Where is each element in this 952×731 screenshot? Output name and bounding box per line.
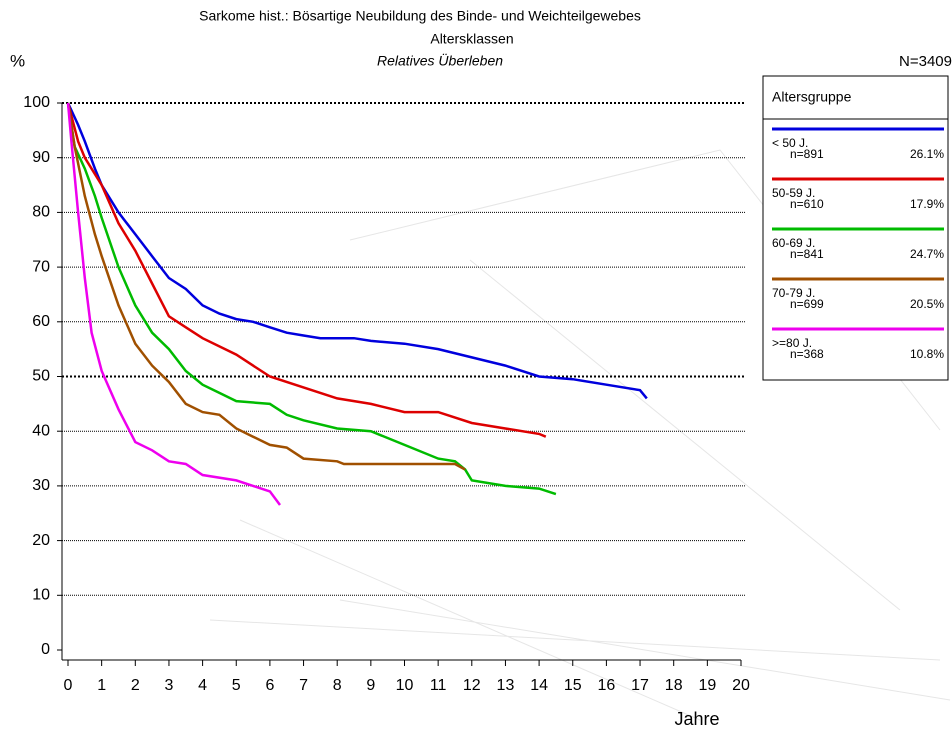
total-label: N=3409 <box>899 53 952 70</box>
y-tick-label: 80 <box>32 204 50 221</box>
survival-line <box>66 102 547 438</box>
legend-label: 50-59 J. <box>772 186 815 200</box>
legend-count: n=610 <box>790 197 824 211</box>
legend-label: < 50 J. <box>772 136 808 150</box>
x-tick-label: 17 <box>631 677 649 694</box>
x-tick-label: 2 <box>131 677 140 694</box>
chart-subtitle: Relatives Überleben <box>377 52 503 69</box>
y-tick-label: 60 <box>32 313 50 330</box>
legend-count: n=699 <box>790 297 824 311</box>
x-tick-label: 10 <box>396 677 414 694</box>
x-tick-label: 20 <box>732 677 750 694</box>
survival-line <box>66 102 282 506</box>
x-tick-label: 9 <box>366 677 375 694</box>
x-tick-label: 13 <box>497 677 515 694</box>
x-tick-label: 1 <box>97 677 106 694</box>
x-tick-label: 8 <box>333 677 342 694</box>
legend-label: 60-69 J. <box>772 236 815 250</box>
legend-title: Altersgruppe <box>772 89 852 105</box>
x-tick-label: 15 <box>564 677 582 694</box>
legend-label: 70-79 J. <box>772 286 815 300</box>
x-tick-label: 14 <box>530 677 548 694</box>
y-tick-label: 100 <box>23 94 50 111</box>
y-axis-label: % <box>10 51 25 70</box>
x-tick-label: 7 <box>299 677 308 694</box>
legend-share: 20.5% <box>910 297 944 311</box>
x-axis-label: Jahre <box>674 709 719 729</box>
legend-label: >=80 J. <box>772 336 812 350</box>
legend-count: n=368 <box>790 347 824 361</box>
x-tick-label: 11 <box>430 677 447 694</box>
legend-count: n=841 <box>790 247 824 261</box>
y-tick-label: 90 <box>32 149 50 166</box>
legend-share: 24.7% <box>910 247 944 261</box>
y-tick-label: 30 <box>32 477 50 494</box>
x-tick-label: 0 <box>64 677 73 694</box>
legend-share: 26.1% <box>910 147 944 161</box>
x-tick-label: 6 <box>265 677 274 694</box>
survival-line <box>66 102 648 400</box>
y-tick-label: 10 <box>32 587 50 604</box>
y-tick-label: 40 <box>32 422 50 439</box>
y-tick-label: 0 <box>41 641 50 658</box>
x-tick-label: 12 <box>463 677 481 694</box>
y-tick-label: 50 <box>32 368 50 385</box>
watermark <box>209 149 951 721</box>
survival-line <box>66 102 466 471</box>
x-tick-label: 4 <box>198 677 207 694</box>
legend-share: 10.8% <box>910 347 944 361</box>
x-tick-label: 3 <box>164 677 173 694</box>
chart-title: Sarkome hist.: Bösartige Neubildung des … <box>199 8 641 24</box>
y-tick-label: 70 <box>32 258 50 275</box>
legend-share: 17.9% <box>910 197 944 211</box>
survival-line <box>66 102 557 496</box>
x-tick-label: 19 <box>698 677 716 694</box>
x-tick-label: 5 <box>232 677 241 694</box>
legend-count: n=891 <box>790 147 824 161</box>
y-tick-label: 20 <box>32 532 50 549</box>
chart-subtitle: Altersklassen <box>430 31 513 47</box>
x-tick-label: 16 <box>598 677 616 694</box>
x-tick-label: 18 <box>665 677 683 694</box>
